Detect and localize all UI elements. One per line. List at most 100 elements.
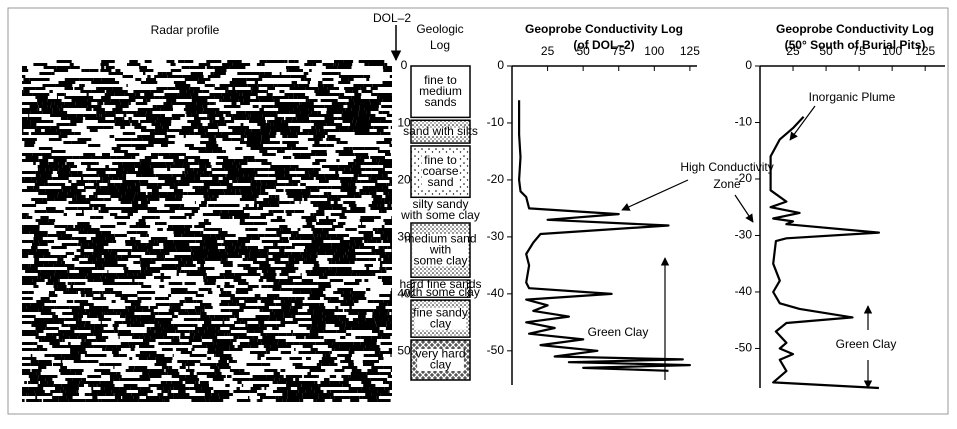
radar-texture: [197, 261, 205, 264]
radar-texture: [185, 309, 188, 312]
radar-texture: [67, 300, 73, 303]
radar-texture: [147, 327, 151, 330]
radar-texture: [233, 336, 238, 339]
radar-texture: [174, 243, 189, 246]
radar-texture: [41, 297, 50, 300]
radar-texture: [264, 246, 281, 249]
radar-texture: [69, 399, 84, 402]
radar-texture: [332, 102, 346, 105]
radar-texture: [265, 222, 267, 225]
radar-texture: [211, 351, 224, 354]
radar-texture: [290, 75, 306, 78]
radar-texture: [141, 267, 146, 270]
radar-texture: [308, 171, 318, 174]
radar-texture: [381, 105, 392, 108]
radar-texture: [149, 174, 156, 177]
radar-texture: [59, 399, 60, 402]
radar-texture: [170, 216, 187, 219]
radar-texture: [79, 270, 92, 273]
radar-texture: [225, 282, 230, 285]
radar-texture: [161, 249, 177, 252]
radar-texture: [61, 360, 63, 363]
radar-texture: [125, 93, 133, 96]
x-tick-label: 75: [612, 44, 626, 58]
radar-texture: [265, 324, 277, 327]
radar-texture: [351, 273, 356, 276]
radar-texture: [385, 267, 387, 270]
radar-texture: [279, 201, 290, 204]
radar-texture: [378, 198, 381, 201]
radar-texture: [145, 114, 160, 117]
radar-texture: [165, 198, 182, 201]
radar-texture: [225, 174, 227, 177]
radar-texture: [104, 255, 116, 258]
radar-texture: [273, 84, 278, 87]
radar-texture: [101, 294, 104, 297]
radar-texture: [340, 108, 345, 111]
radar-texture: [240, 321, 244, 324]
radar-texture: [219, 213, 235, 216]
radar-texture: [200, 243, 211, 246]
radar-texture: [62, 324, 69, 327]
radar-texture: [340, 93, 344, 96]
radar-texture: [371, 177, 377, 180]
radar-texture: [257, 84, 261, 87]
radar-texture: [289, 237, 295, 240]
radar-texture: [218, 129, 219, 132]
radar-texture: [240, 306, 250, 309]
radar-texture: [130, 225, 139, 228]
layer-label: with some clay: [400, 208, 480, 222]
radar-texture: [320, 234, 327, 237]
radar-texture: [40, 276, 51, 279]
radar-texture: [65, 87, 74, 90]
radar-texture: [155, 318, 171, 321]
radar-texture: [60, 372, 75, 375]
radar-texture: [325, 117, 338, 120]
radar-texture: [257, 357, 261, 360]
radar-texture: [171, 318, 173, 321]
radar-texture: [287, 399, 291, 402]
radar-texture: [112, 249, 125, 252]
radar-texture: [294, 198, 303, 201]
radar-texture: [22, 372, 36, 375]
radar-texture: [158, 177, 165, 180]
radar-texture: [105, 93, 115, 96]
radar-texture: [222, 210, 229, 213]
radar-texture: [22, 171, 35, 174]
radar-texture: [197, 318, 211, 321]
radar-texture: [274, 297, 278, 300]
radar-texture: [25, 348, 33, 351]
radar-texture: [72, 282, 74, 285]
radar-texture: [168, 294, 171, 297]
radar-texture: [37, 276, 40, 279]
radar-texture: [139, 309, 143, 312]
radar-texture: [52, 345, 62, 348]
radar-texture: [118, 189, 130, 192]
radar-texture: [166, 162, 174, 165]
radar-texture: [295, 258, 305, 261]
radar-texture: [306, 249, 322, 252]
radar-texture: [366, 78, 369, 81]
radar-texture: [252, 252, 268, 255]
radar-texture: [131, 303, 141, 306]
radar-texture: [168, 225, 173, 228]
y-tick-label: -30: [735, 228, 753, 242]
radar-texture: [171, 102, 183, 105]
radar-texture: [41, 312, 54, 315]
radar-texture: [186, 114, 191, 117]
radar-texture: [38, 102, 43, 105]
radar-texture: [301, 273, 302, 276]
radar-texture: [266, 240, 283, 243]
radar-texture: [96, 171, 100, 174]
radar-texture: [389, 81, 392, 84]
radar-texture: [147, 99, 151, 102]
radar-texture: [246, 204, 248, 207]
radar-texture: [62, 312, 79, 315]
radar-texture: [79, 261, 92, 264]
radar-texture: [59, 168, 71, 171]
radar-texture: [306, 258, 316, 261]
radar-texture: [304, 258, 306, 261]
radar-texture: [232, 114, 249, 117]
radar-texture: [347, 102, 348, 105]
radar-texture: [74, 195, 76, 198]
